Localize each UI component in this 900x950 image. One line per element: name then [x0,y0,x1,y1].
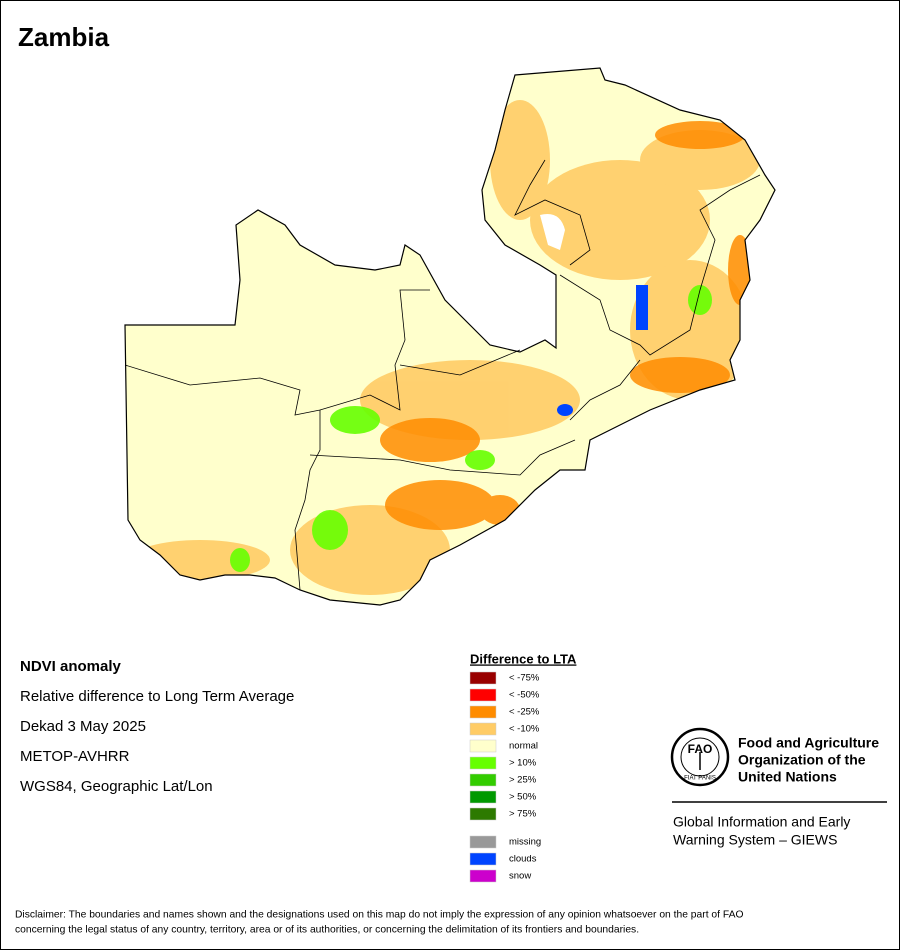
org-line: Organization of the [738,752,866,768]
logo-motto: FIAT PANIS [684,776,716,782]
legend-swatch [469,790,497,804]
system-line: Global Information and Early [673,814,850,830]
legend-swatch [469,869,497,883]
info-line: METOP-AVHRR [20,748,130,765]
disclaimer: Disclaimer: The boundaries and names sho… [15,910,743,936]
legend-label: clouds [509,854,537,865]
cloud-patch [557,404,573,416]
legend-label: > 10% [509,758,537,769]
province-borders [124,159,761,591]
legend-label: > 75% [509,809,537,820]
legend-swatch [469,852,497,866]
legend-label: missing [509,837,541,848]
legend-swatch [469,688,497,702]
logo-letters: FAO [688,742,713,756]
org-line: United Nations [738,769,837,785]
info-line: WGS84, Geographic Lat/Lon [20,778,213,795]
legend-title: Difference to LTA [470,651,577,666]
legend-label: < -10% [509,724,540,735]
legend-swatch [469,722,497,736]
system-line: Warning System – GIEWS [673,832,837,848]
legend-swatch [469,807,497,821]
disclaimer-line: concerning the legal status of any count… [15,925,639,936]
info-line: Dekad 3 May 2025 [20,718,146,735]
legend-label: snow [509,871,531,882]
map-title: Zambia [18,22,110,52]
legend-swatch [469,705,497,719]
info-line: NDVI anomaly [20,658,122,675]
legend-label: < -50% [509,690,540,701]
fao-logo: FAO FIAT PANIS [670,727,730,787]
legend: < -75% < -50% < -25% < -10% normal > 10% > 25%… [469,671,541,883]
legend-swatch [469,756,497,770]
legend-label: normal [509,741,538,752]
legend-swatch [469,739,497,753]
system-name: Global Information and Early Warning Sys… [673,814,850,848]
lake [540,214,565,250]
org-name: Food and Agriculture Organization of the… [738,735,879,785]
info-block: NDVI anomaly Relative difference to Long… [20,658,294,795]
legend-label: > 50% [509,792,537,803]
legend-label: < -25% [509,707,540,718]
legend-swatch [469,835,497,849]
info-line: Relative difference to Long Term Average [20,688,294,705]
org-line: Food and Agriculture [738,735,879,751]
legend-swatch [469,671,497,685]
country-border [124,67,776,606]
legend-label: < -75% [509,673,540,684]
legend-swatch [469,773,497,787]
cloud-patch [636,285,648,330]
legend-label: > 25% [509,775,537,786]
disclaimer-line: Disclaimer: The boundaries and names sho… [15,910,743,921]
